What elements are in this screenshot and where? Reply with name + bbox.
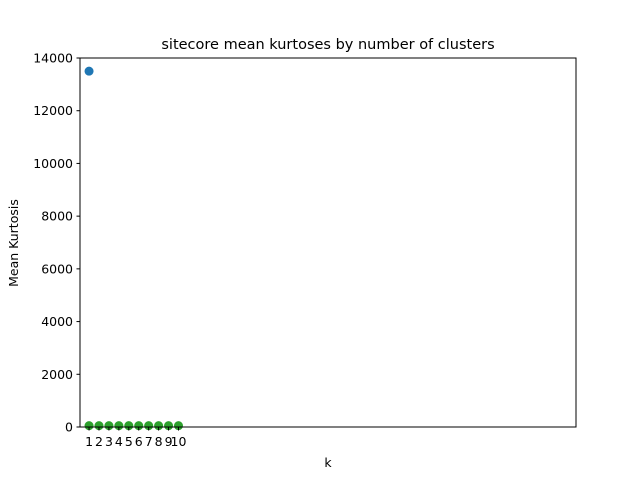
x-tick-label: 10 [171,434,187,449]
y-tick-label: 14000 [33,51,73,66]
x-axis: 1 2 3 4 5 6 7 8 910 [85,427,186,449]
series-1-point [84,66,94,76]
plot-area [84,66,183,431]
y-tick-label: 10000 [33,156,73,171]
y-axis-label: Mean Kurtosis [6,199,21,287]
series-2-point [144,421,154,431]
series-2-point [114,421,124,431]
series-2-point [173,421,183,431]
y-tick-label: 8000 [41,209,73,224]
y-tick-label: 12000 [33,103,73,118]
series-2-point [134,421,144,431]
y-tick-label: 2000 [41,367,73,382]
x-tick-label: 5 [125,434,133,449]
y-tick-label: 0 [65,420,73,435]
series-2-point [164,421,174,431]
series-2-point [94,421,104,431]
x-tick-label: 1 [85,434,93,449]
x-tick-label: 2 [95,434,103,449]
y-tick-label: 6000 [41,261,73,276]
y-tick-label: 4000 [41,314,73,329]
x-tick-label: 9 [165,434,173,449]
series-2-point [124,421,134,431]
x-tick-label: 8 [155,434,163,449]
x-tick-label: 3 [105,434,113,449]
x-axis-label: k [324,455,332,470]
x-tick-label: 6 [135,434,143,449]
axes-frame [79,57,577,428]
chart-title: sitecore mean kurtoses by number of clus… [161,37,494,53]
x-tick-label: 7 [145,434,153,449]
x-tick-label: 4 [115,434,123,449]
series-2-point [84,421,94,431]
series-2-point [104,421,114,431]
y-axis: 0 2000 4000 6000 8000 10000 12000 14000 [33,51,80,435]
series-2-point [154,421,164,431]
